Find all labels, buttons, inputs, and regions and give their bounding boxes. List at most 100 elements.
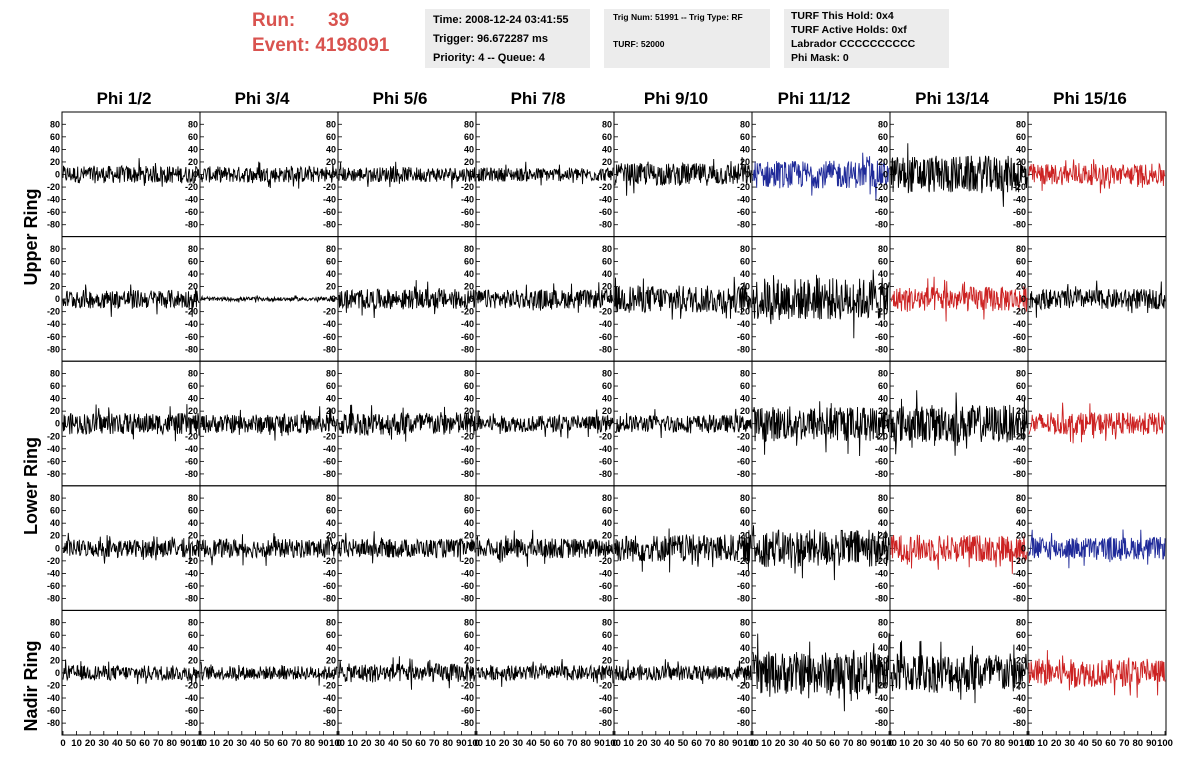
- y-tick-label: -20: [737, 680, 750, 690]
- waveform-panel: 80 60 40 20 0 -20 -40 -60 -80: [185, 360, 339, 487]
- y-tick-label: 80: [740, 244, 750, 254]
- ring-label: Nadir Ring: [21, 640, 41, 731]
- y-tick-label: 0: [193, 668, 198, 678]
- x-tick-label: 10: [209, 738, 220, 749]
- y-tick-label: 40: [878, 643, 888, 653]
- y-tick-label: 0: [1021, 170, 1026, 180]
- y-tick-label: 80: [1016, 368, 1026, 378]
- y-tick-label: -60: [1013, 207, 1026, 217]
- y-tick-label: 40: [326, 394, 336, 404]
- y-tick-label: 60: [188, 132, 198, 142]
- x-tick-label: 0: [612, 738, 617, 749]
- waveform-panel: 80 60 40 20 0 -20 -40 -60 -80: [737, 485, 891, 611]
- y-tick-label: -80: [875, 220, 888, 230]
- y-tick-label: -80: [461, 718, 474, 728]
- y-tick-label: -60: [737, 207, 750, 217]
- x-tick-label: 50: [954, 738, 965, 749]
- y-tick-label: -60: [599, 706, 612, 716]
- y-tick-label: 80: [188, 119, 198, 129]
- x-tick-label: 40: [250, 738, 261, 749]
- y-tick-label: -80: [599, 469, 612, 479]
- y-tick-label: 40: [50, 643, 60, 653]
- y-tick-label: 20: [1016, 406, 1026, 416]
- y-tick-label: -40: [875, 568, 888, 578]
- y-tick-label: 20: [602, 282, 612, 292]
- waveform-trace: [890, 276, 1028, 322]
- y-tick-label: 60: [1016, 381, 1026, 391]
- y-tick-label: 60: [326, 630, 336, 640]
- waveform-panel: 80 60 40 20 0 -20 -40 -60 -80: [323, 236, 477, 362]
- y-tick-label: -40: [47, 195, 60, 205]
- y-tick-label: -60: [47, 581, 60, 591]
- y-tick-label: 20: [50, 655, 60, 665]
- y-tick-label: 60: [326, 256, 336, 266]
- x-tick-label: 60: [967, 738, 978, 749]
- y-tick-label: -60: [47, 332, 60, 342]
- y-tick-label: -80: [461, 469, 474, 479]
- y-tick-label: 40: [878, 518, 888, 528]
- y-tick-label: 80: [326, 244, 336, 254]
- y-tick-label: -20: [599, 182, 612, 192]
- y-tick-label: -80: [47, 594, 60, 604]
- x-tick-label: 50: [402, 738, 413, 749]
- y-tick-label: 40: [602, 144, 612, 154]
- waveform-trace: [338, 280, 476, 319]
- y-tick-label: 60: [50, 381, 60, 391]
- waveform-panel: 80 60 40 20 0 -20 -40 -60 -80: [1013, 111, 1167, 238]
- waveform-trace: [890, 390, 1028, 456]
- y-tick-label: 0: [883, 294, 888, 304]
- y-tick-label: 20: [740, 406, 750, 416]
- y-tick-label: -80: [1013, 594, 1026, 604]
- x-tick-label: 90: [318, 738, 329, 749]
- y-tick-label: -80: [323, 344, 336, 354]
- y-tick-label: 80: [50, 368, 60, 378]
- x-tick-label: 70: [153, 738, 164, 749]
- waveform-panel: 80 60 40 20 0 -20 -40 -60 -80: [599, 485, 753, 611]
- y-tick-label: 0: [469, 294, 474, 304]
- y-tick-label: -80: [461, 344, 474, 354]
- y-tick-label: -80: [875, 718, 888, 728]
- y-tick-label: -20: [599, 556, 612, 566]
- x-tick-label: 70: [429, 738, 440, 749]
- y-tick-label: 60: [1016, 506, 1026, 516]
- y-tick-label: 0: [55, 543, 60, 553]
- y-tick-label: 60: [188, 506, 198, 516]
- waveform-trace: [476, 529, 614, 567]
- x-tick-label: 70: [705, 738, 716, 749]
- y-tick-label: 80: [1016, 618, 1026, 628]
- y-tick-label: 20: [50, 406, 60, 416]
- y-tick-label: 80: [50, 618, 60, 628]
- y-tick-label: -60: [599, 207, 612, 217]
- waveform-panel: 80 60 40 20 0 -20 -40 -60 -80: [461, 360, 615, 487]
- y-tick-label: 60: [602, 256, 612, 266]
- y-tick-label: -20: [1013, 431, 1026, 441]
- waveform-trace: [614, 156, 752, 196]
- y-tick-label: -40: [461, 568, 474, 578]
- waveform-trace: [890, 143, 1028, 207]
- column-title: Phi 13/14: [915, 89, 989, 108]
- y-tick-label: -20: [737, 307, 750, 317]
- waveform-trace: [338, 404, 476, 442]
- turf-active-text: TURF Active Holds: 0xf: [791, 24, 907, 36]
- waveform-panel: 80 60 40 20 0 -20 -40 -60 -80: [185, 236, 339, 362]
- waveform-trace: [1028, 650, 1166, 698]
- y-tick-label: -20: [875, 431, 888, 441]
- y-tick-label: 0: [55, 668, 60, 678]
- y-tick-label: -60: [461, 207, 474, 217]
- y-tick-label: 20: [464, 157, 474, 167]
- y-tick-label: -40: [875, 195, 888, 205]
- y-tick-label: 20: [464, 406, 474, 416]
- y-tick-label: 60: [464, 381, 474, 391]
- y-tick-label: 40: [464, 144, 474, 154]
- column-title: Phi 5/6: [373, 89, 428, 108]
- y-tick-label: -60: [875, 207, 888, 217]
- trigger-info-box: Trig Num: 51991 -- Trig Type: RF TURF: 5…: [604, 9, 770, 68]
- y-tick-label: 0: [469, 668, 474, 678]
- trig-num-text: Trig Num: 51991 -- Trig Type: RF: [613, 12, 743, 22]
- waveform-trace: [62, 659, 200, 685]
- x-tick-label: 80: [995, 738, 1006, 749]
- y-tick-label: 40: [1016, 394, 1026, 404]
- y-tick-label: 0: [193, 294, 198, 304]
- y-tick-label: -40: [47, 444, 60, 454]
- y-tick-label: 40: [878, 144, 888, 154]
